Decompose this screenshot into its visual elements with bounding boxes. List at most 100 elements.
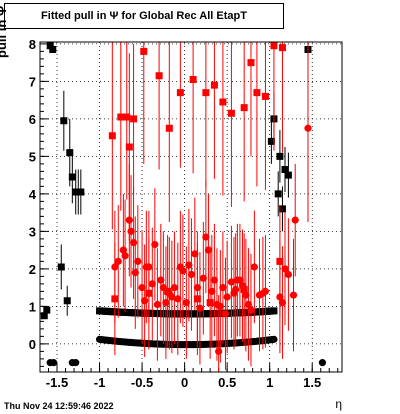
data-point-square (240, 286, 248, 293)
x-axis-label: η (335, 397, 342, 411)
data-point-circle (191, 250, 199, 258)
data-point-circle (134, 257, 142, 265)
data-point-square (46, 42, 54, 50)
x-tick-label: 0 (181, 375, 188, 390)
data-point-circle (72, 359, 80, 367)
data-point-circle (162, 299, 170, 307)
data-point-square (155, 72, 163, 80)
data-point-circle (221, 310, 230, 318)
data-point-circle (261, 287, 270, 295)
data-point-square (176, 89, 184, 97)
data-point-square (227, 109, 235, 117)
data-point-square (49, 46, 57, 53)
data-point-circle (121, 252, 129, 260)
data-point-circle (215, 347, 223, 355)
data-point-square (276, 152, 284, 160)
data-point-square (108, 132, 116, 140)
x-tick-label: -0.5 (131, 375, 153, 390)
data-point-square (284, 171, 292, 179)
data-point-circle (281, 265, 289, 273)
data-point-circle (174, 295, 182, 303)
timestamp: Thu Nov 24 12:59:46 2022 (4, 401, 114, 411)
y-tick-label: 8 (29, 37, 36, 52)
data-point-circle (170, 284, 179, 292)
data-point-square (261, 92, 269, 100)
data-point-square (274, 190, 282, 198)
data-point-circle (148, 280, 156, 288)
data-point-circle (227, 278, 236, 286)
data-point-square (165, 124, 173, 132)
data-point-circle (244, 300, 253, 309)
y-tick-label: 4 (29, 187, 37, 202)
data-point-circle (238, 282, 247, 290)
y-tick-label: 6 (29, 112, 36, 127)
data-point-square (77, 188, 85, 196)
data-point-square (123, 113, 131, 121)
x-tick-label: 0.5 (218, 375, 236, 390)
data-point-square (206, 299, 214, 307)
data-point-square (247, 59, 255, 67)
data-point-square (68, 173, 76, 181)
data-point-square (66, 149, 74, 157)
data-point-circle (129, 239, 138, 247)
data-point-circle (168, 293, 176, 301)
data-point-square (219, 98, 227, 106)
y-axis-label: pull in Ψ (0, 6, 9, 58)
data-point-circle (50, 359, 58, 367)
data-point-circle (125, 216, 133, 224)
x-tick-label: -1.5 (46, 375, 68, 390)
data-point-circle (119, 246, 127, 254)
data-point-square (140, 47, 148, 55)
data-point-circle (187, 270, 196, 279)
data-point-circle (250, 263, 258, 271)
data-point-square (210, 81, 218, 89)
data-point-circle (278, 299, 287, 307)
data-point-square (117, 113, 125, 121)
x-tick-label: -1 (94, 375, 106, 390)
data-point-square (60, 117, 68, 125)
data-point-circle (210, 276, 218, 284)
data-point-square (270, 42, 278, 50)
data-point-circle (159, 284, 167, 292)
data-point-circle (145, 263, 153, 271)
data-point-square (43, 306, 51, 314)
data-point-circle (179, 267, 187, 275)
data-point-circle (153, 300, 161, 309)
data-point-circle (318, 359, 327, 367)
data-point-square (57, 263, 65, 271)
plot-title: Fitted pull in Ψ for Global Rec All Etap… (4, 3, 284, 29)
data-point-square (189, 76, 197, 83)
data-point-circle (138, 284, 146, 292)
data-point-square (253, 89, 261, 97)
data-point-circle (157, 276, 165, 284)
y-tick-label: 0 (29, 337, 36, 352)
x-tick-label: 1.5 (303, 375, 321, 390)
data-point-square (267, 137, 275, 145)
plot-frame (39, 41, 343, 373)
y-tick-label: 5 (29, 149, 36, 164)
y-axis-label-container: pull in Ψ (0, 0, 10, 58)
data-point-square (240, 104, 248, 112)
data-point-circle (219, 284, 227, 292)
x-tick-label: 1 (266, 375, 273, 390)
data-point-square (125, 143, 133, 151)
data-point-circle (127, 227, 135, 235)
data-point-circle (276, 293, 284, 301)
y-tick-label: 3 (29, 224, 36, 239)
data-point-circle (193, 284, 201, 292)
data-point-circle (208, 287, 216, 295)
data-point-circle (284, 270, 293, 279)
data-point-circle (114, 257, 122, 265)
data-point-circle (196, 304, 204, 312)
data-point-circle (182, 299, 190, 307)
data-point-square (40, 312, 48, 320)
data-point-square (63, 297, 71, 305)
data-point-circle (304, 124, 312, 132)
data-point-square (202, 89, 210, 97)
data-point-circle (111, 263, 119, 271)
data-point-circle (202, 233, 210, 241)
data-point-circle (289, 291, 298, 299)
data-point-square (270, 307, 278, 315)
data-point-circle (242, 291, 250, 299)
